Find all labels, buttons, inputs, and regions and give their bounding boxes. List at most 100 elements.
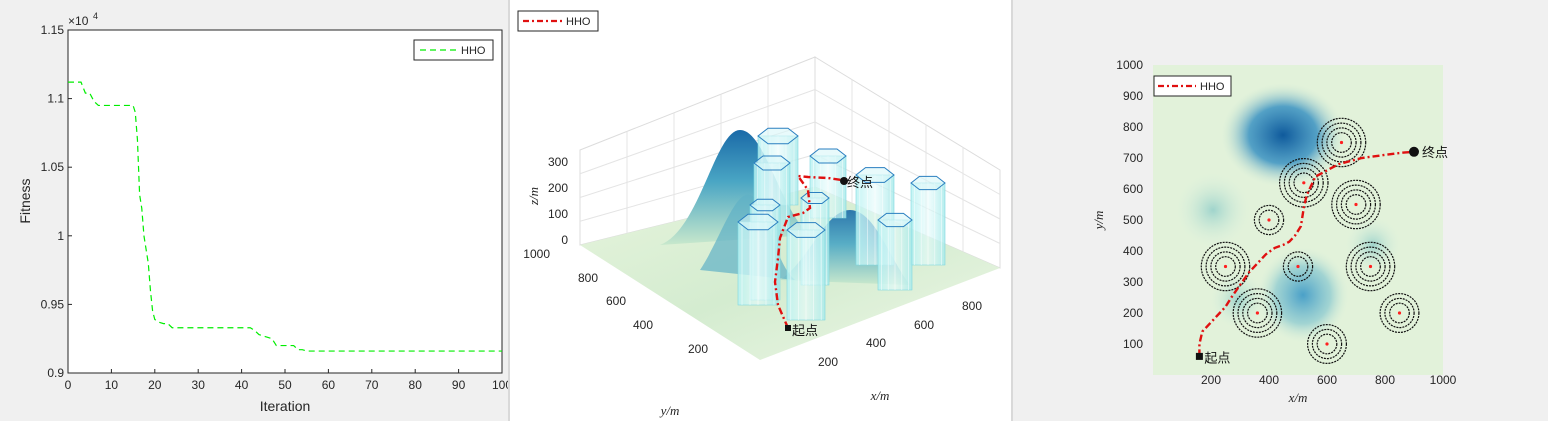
threat-ring (1331, 179, 1381, 230)
series-line-hho (68, 81, 502, 352)
legend-label-hho: HHO (1200, 81, 1225, 93)
y-tick-label: 1000 (523, 247, 550, 261)
legend-label-hho: HHO (566, 16, 591, 28)
y-axis-label: y/m (659, 403, 680, 418)
y-tick-label: 200 (688, 342, 708, 356)
threat-ring (1307, 324, 1348, 365)
threat-ring (1246, 302, 1268, 324)
x-tick-label: 200 (818, 355, 838, 369)
threat-cylinder-top (737, 213, 779, 231)
threat-center (1302, 181, 1306, 185)
end-label: 终点 (847, 175, 873, 191)
threat-cylinder-top (786, 222, 826, 238)
threat-ring (1331, 132, 1352, 153)
grid-line (579, 89, 816, 175)
terrain-blob-5 (1208, 270, 1268, 330)
threat-cylinder-top (749, 198, 781, 212)
threat-cylinder-top (855, 167, 895, 183)
threat-ring (1283, 162, 1324, 203)
plot-area (67, 29, 503, 374)
terrain-blob-2 (1257, 247, 1349, 343)
threat-ring (1287, 256, 1309, 277)
z-tick-label: 200 (548, 181, 568, 195)
z-tick-label: 100 (548, 207, 568, 221)
panel-divider (508, 0, 510, 421)
x-tick-label: 0 (65, 378, 72, 392)
threat-ring (1389, 302, 1410, 324)
threat-ring (1379, 293, 1420, 334)
z-axis-label: z/m (526, 187, 541, 206)
start-marker (785, 325, 791, 331)
y-tick-label: 100 (1123, 337, 1143, 351)
threat-ring (1282, 251, 1314, 282)
threat-ring (1215, 256, 1236, 277)
threat-center (1223, 264, 1228, 269)
y-tick-label: 900 (1123, 89, 1143, 103)
y-tick-label: 300 (1123, 275, 1143, 289)
x-tick-label: 800 (962, 299, 982, 313)
threat-cylinder-top (757, 127, 799, 145)
x-tick-label: 1000 (1430, 373, 1457, 387)
convergence-panel: 0 10 20 30 40 50 60 70 80 90 100 0.9 0.95 1 1.05 1.1 1.1… (0, 0, 510, 421)
threat-center (1267, 218, 1271, 222)
threat-ring (1200, 241, 1251, 292)
legend-label-hho: HHO (461, 45, 486, 57)
y-axis-label: y/m (1091, 211, 1106, 232)
terrain-3d-panel: 起点 终点 0 100 200 300 z/m 200 400 600 800 1000 y/… (510, 0, 1012, 421)
end-label: 终点 (1422, 145, 1448, 161)
z-tick-label: 300 (548, 155, 568, 169)
y-tick-label: 1.1 (47, 92, 64, 106)
legend: HHO (1153, 75, 1232, 97)
convergence-chart: 0 10 20 30 40 50 60 70 80 90 100 0.9 0.95 1 1.05 1.1 1.1… (17, 11, 510, 414)
x-tick-label: 100 (492, 378, 510, 392)
threat-center (1368, 264, 1373, 269)
y-tick-label: 0.9 (47, 366, 64, 380)
z-tick-label: 0 (561, 233, 568, 247)
threat-center (1354, 202, 1358, 207)
threat-cylinder-top (753, 155, 791, 171)
threat-ring (1242, 297, 1273, 329)
y-tick-label: 1 (57, 229, 64, 243)
y-tick-label: 400 (1123, 244, 1143, 258)
threat-ring (1355, 251, 1386, 282)
y-tick-label: 1.15 (41, 23, 65, 37)
terrain-blob-3 (1173, 170, 1253, 250)
threat-ring (1311, 328, 1343, 360)
legend: HHO (517, 10, 599, 32)
y-tick-label: 200 (1123, 306, 1143, 320)
threat-ring (1336, 184, 1377, 225)
x-tick-label: 50 (278, 378, 292, 392)
threat-center (1397, 311, 1402, 315)
threat-center (1325, 342, 1329, 346)
hho-path-3d (773, 174, 849, 329)
threat-ring (1321, 122, 1362, 163)
threat-ring (1316, 333, 1338, 355)
y-tick-label: 800 (578, 271, 598, 285)
threat-ring (1360, 256, 1381, 277)
x-tick-label: 600 (1317, 373, 1337, 387)
threat-cylinder-top (877, 212, 913, 228)
threat-ring (1345, 194, 1367, 215)
x-tick-label: 70 (365, 378, 379, 392)
threat-cylinder-top (809, 148, 847, 164)
grid-line (814, 121, 1001, 220)
x-tick-label: 400 (866, 336, 886, 350)
x-tick-label: 10 (105, 378, 119, 392)
topview-chart: 200 400 600 800 1000 100 200 300 400 500 600 700 800… (1091, 58, 1457, 405)
legend: HHO (413, 39, 494, 61)
x-tick-label: 400 (1259, 373, 1279, 387)
x-axis-label: x/m (870, 388, 890, 403)
y-tick-label: 0.95 (41, 297, 65, 311)
threat-ring (1384, 297, 1415, 329)
threat-center (1296, 264, 1300, 269)
y-tick-label: 1.05 (41, 160, 65, 174)
x-tick-label: 30 (192, 378, 206, 392)
x-tick-label: 20 (148, 378, 162, 392)
threat-ring (1237, 293, 1278, 334)
x-axis-label: Iteration (260, 398, 311, 414)
x-tick-label: 60 (322, 378, 336, 392)
end-marker (840, 177, 848, 185)
threat-ring (1232, 288, 1283, 338)
x-axis-label: x/m (1288, 390, 1308, 405)
threat-ring (1340, 189, 1372, 220)
